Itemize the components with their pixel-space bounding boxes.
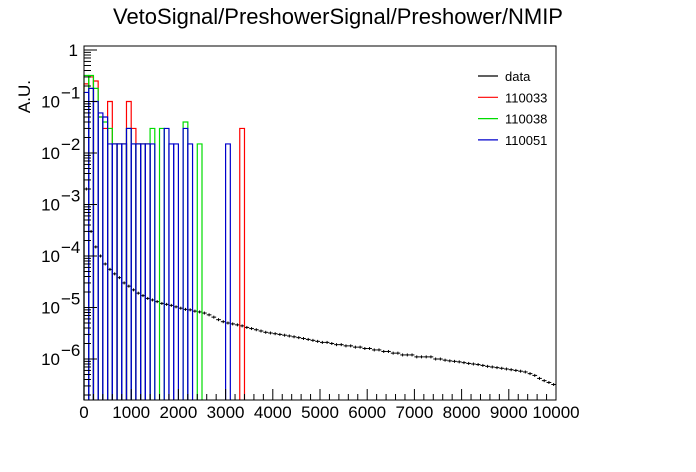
- x-tick-label: 10000: [532, 403, 579, 422]
- y-tick-label: 10: [41, 144, 60, 163]
- y-tick-base: 10: [41, 144, 60, 163]
- histogram-bin: [106, 127, 113, 400]
- histogram-bin: [111, 143, 118, 400]
- histogram-bin: [130, 143, 137, 400]
- histogram-bin: [121, 143, 128, 400]
- histogram-bin: [121, 143, 128, 400]
- histogram-bin: [140, 143, 146, 400]
- y-tick-exponent: −2: [61, 135, 80, 154]
- histogram-bin: [125, 127, 132, 400]
- x-tick-label: 9000: [490, 403, 528, 422]
- x-tick-label: 7000: [395, 403, 433, 422]
- y-tick-exponent: −1: [61, 84, 80, 103]
- histogram-bin: [149, 127, 156, 400]
- histogram-bin: [92, 87, 99, 400]
- y-tick-base: 10: [41, 247, 60, 266]
- histogram-bin: [144, 143, 151, 400]
- histogram-bin: [225, 143, 231, 400]
- histogram-bin: [196, 143, 203, 400]
- y-axis: 110−110−210−310−410−510−6: [41, 41, 97, 396]
- x-axis: 0 1000 2000 3000 4000 5000 6000 7000 8000 9000 100…: [79, 389, 580, 422]
- histogram-bin: [149, 143, 156, 400]
- x-tick-label: 1000: [112, 403, 150, 422]
- histogram-bin: [135, 143, 142, 400]
- histogram-bin: [116, 143, 123, 400]
- y-tick-exponent: −4: [61, 238, 80, 257]
- histogram-bin: [140, 143, 146, 400]
- series-layer: [83, 74, 556, 400]
- y-axis-label: A.U.: [15, 80, 34, 113]
- histogram-bin: [116, 143, 123, 400]
- histogram-bin: [88, 87, 95, 400]
- histogram-bin: [125, 127, 132, 400]
- series-110051: [83, 87, 231, 400]
- histogram-bin: [92, 100, 99, 400]
- y-tick-base: 1: [69, 41, 78, 60]
- histogram-bin: [97, 116, 104, 400]
- histogram-bin: [135, 143, 142, 400]
- series-110038: [83, 74, 203, 400]
- histogram-bin: [182, 121, 189, 400]
- histogram-bin: [173, 143, 179, 400]
- histogram-bin: [83, 83, 90, 400]
- histogram-bin: [140, 143, 146, 400]
- y-tick-label: 1: [69, 41, 78, 60]
- histogram-bin: [83, 74, 90, 400]
- y-tick-base: 10: [41, 196, 60, 215]
- histogram-bin: [102, 116, 109, 400]
- y-tick-base: 10: [41, 93, 60, 112]
- histogram-bin: [239, 127, 246, 400]
- legend-entry: 110038: [505, 112, 547, 127]
- histogram-bin: [144, 143, 151, 400]
- legend-entry: data: [505, 69, 531, 84]
- histogram-bin: [97, 116, 104, 400]
- histogram-bin: [144, 143, 151, 400]
- histogram-bin: [121, 143, 128, 400]
- y-tick-label: 10: [41, 350, 60, 369]
- histogram-bin: [130, 143, 137, 400]
- chart-title: VetoSignal/PreshowerSignal/Preshower/NMI…: [113, 4, 563, 29]
- histogram-bin: [158, 127, 165, 400]
- y-tick-label: 10: [41, 247, 60, 266]
- legend-entry: 110033: [505, 90, 547, 105]
- histogram-bin: [182, 127, 189, 400]
- histogram-bin: [187, 143, 194, 400]
- histogram-bin: [88, 76, 95, 400]
- legend: data 110033 110038 110051: [478, 69, 547, 148]
- series-data: [84, 187, 556, 386]
- y-tick-exponent: −3: [61, 187, 80, 206]
- histogram-bin: [168, 143, 175, 400]
- x-tick-label: 8000: [443, 403, 481, 422]
- y-tick-exponent: −5: [61, 290, 80, 309]
- histogram-bin: [130, 127, 137, 400]
- x-tick-label: 2000: [159, 403, 197, 422]
- histogram-bin: [125, 100, 132, 400]
- x-tick-label: 3000: [207, 403, 245, 422]
- x-tick-label: 0: [79, 403, 88, 422]
- histogram-bin: [111, 143, 118, 400]
- histogram-bin: [83, 91, 90, 400]
- y-tick-base: 10: [41, 350, 60, 369]
- y-tick-base: 10: [41, 299, 60, 318]
- histogram-bin: [163, 127, 170, 400]
- legend-entry: 110051: [505, 133, 547, 148]
- y-tick-label: 10: [41, 93, 60, 112]
- x-tick-label: 4000: [254, 403, 292, 422]
- histogram-bin: [102, 121, 109, 400]
- histogram-bin: [111, 143, 118, 400]
- histogram-bin: [116, 143, 123, 400]
- histogram-bin: [135, 143, 142, 400]
- x-tick-label: 6000: [348, 403, 386, 422]
- histogram-bin: [88, 74, 95, 400]
- histogram-bin: [92, 80, 99, 400]
- histogram-bin: [106, 100, 113, 400]
- histogram-bin: [106, 143, 113, 400]
- x-tick-label: 5000: [301, 403, 339, 422]
- y-tick-exponent: −6: [61, 341, 80, 360]
- y-tick-label: 10: [41, 196, 60, 215]
- y-tick-label: 10: [41, 299, 60, 318]
